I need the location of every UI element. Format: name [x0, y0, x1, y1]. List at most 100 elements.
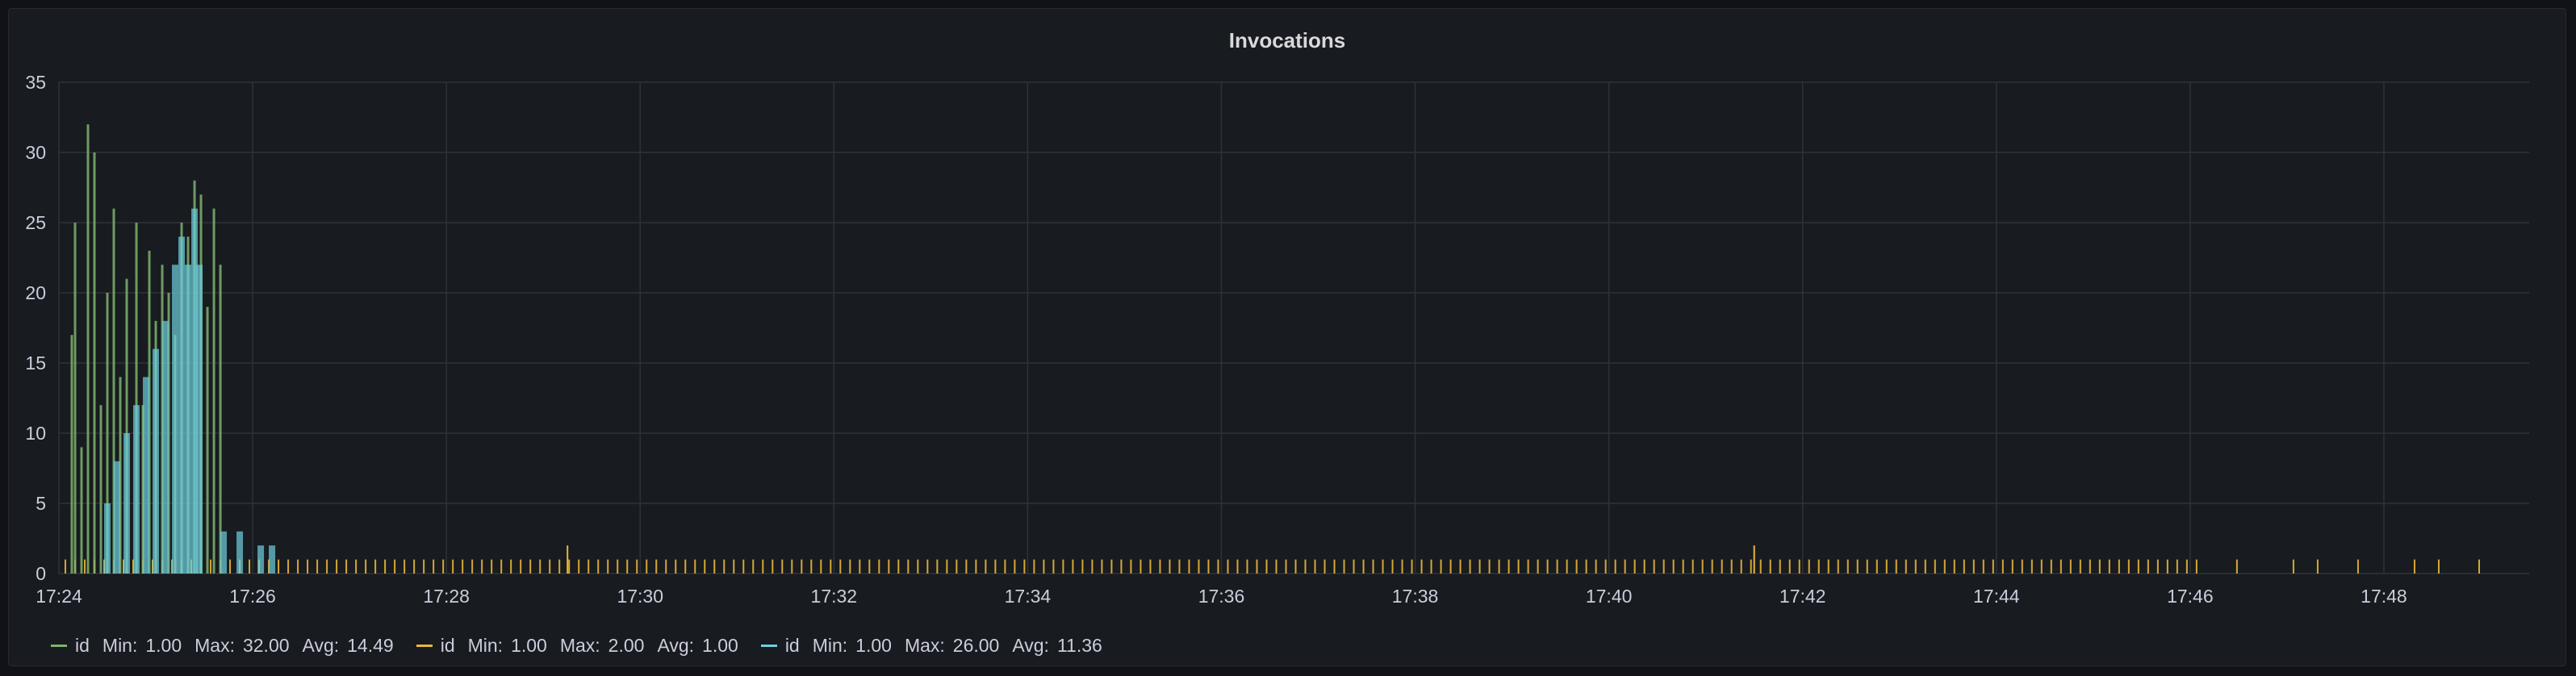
bar-blue — [172, 265, 179, 574]
bar-yellow — [1711, 559, 1713, 574]
bar-yellow — [2021, 559, 2023, 574]
series-yellow-bars — [65, 545, 2480, 574]
legend-item-2[interactable]: id Min: 1.00 Max: 2.00 Avg: 1.00 — [416, 635, 738, 657]
bar-blue — [185, 265, 192, 574]
bar-green — [125, 278, 128, 574]
bar-blue — [104, 503, 111, 574]
legend-swatch-1 — [51, 645, 67, 647]
bar-blue — [123, 433, 131, 574]
bar-yellow — [2050, 559, 2052, 574]
bar-yellow — [549, 559, 551, 574]
bar-yellow — [1721, 559, 1723, 574]
bar-yellow — [1333, 559, 1336, 574]
bar-yellow — [2011, 559, 2014, 574]
bar-yellow — [1256, 559, 1258, 574]
invocations-chart: 0 5 10 15 20 25 30 35 17:24 17:26 17:28 17:30 17:32… — [25, 72, 2529, 607]
bar-yellow — [665, 559, 667, 574]
y-tick-label-20: 20 — [25, 282, 46, 303]
bar-yellow — [926, 559, 929, 574]
bar-yellow — [1517, 559, 1520, 574]
bar-yellow — [520, 559, 522, 574]
bar-yellow — [558, 559, 561, 574]
x-tick-label-17:34: 17:34 — [1005, 586, 1052, 607]
bar-yellow — [1885, 559, 1888, 574]
bar-yellow — [752, 559, 755, 574]
bar-yellow — [733, 559, 735, 574]
x-tick-label-17:38: 17:38 — [1392, 586, 1439, 607]
bar-yellow — [2040, 559, 2043, 574]
bar-yellow — [839, 559, 842, 574]
x-tick-label-17:30: 17:30 — [617, 586, 663, 607]
bar-yellow — [1372, 559, 1374, 574]
bar-yellow — [568, 559, 571, 574]
legend-name-3: id — [784, 635, 800, 656]
bar-yellow — [1653, 559, 1655, 574]
bar-yellow — [84, 559, 86, 574]
bar-yellow — [413, 559, 416, 574]
bar-green — [148, 250, 151, 574]
x-tick-label-17:48: 17:48 — [2361, 586, 2407, 607]
bar-yellow — [888, 559, 890, 574]
bar-yellow — [2478, 559, 2480, 574]
x-axis-ticks: 17:24 17:26 17:28 17:30 17:32 17:34 17:36 17:38… — [36, 586, 2407, 607]
bar-yellow-spike — [1753, 545, 1755, 574]
bar-yellow — [326, 559, 328, 574]
bar-yellow — [500, 559, 503, 574]
bar-yellow — [868, 559, 871, 574]
legend-avg-3: 11.36 — [1056, 635, 1102, 656]
bar-yellow — [1062, 559, 1064, 574]
bar-yellow — [1895, 559, 1897, 574]
bar-green — [212, 208, 215, 574]
bar-blue — [220, 531, 228, 574]
bar-yellow — [442, 559, 445, 574]
bar-yellow — [1120, 559, 1123, 574]
bar-yellow — [1575, 559, 1578, 574]
bar-yellow — [1052, 559, 1055, 574]
legend-max-label-1: Max: — [194, 635, 235, 656]
bar-blue — [196, 265, 203, 574]
x-tick-label-17:46: 17:46 — [2167, 586, 2214, 607]
bar-yellow — [859, 559, 861, 574]
bar-yellow — [781, 559, 784, 574]
bar-yellow — [1091, 559, 1094, 574]
bar-blue — [133, 405, 140, 574]
bar-yellow — [878, 559, 880, 574]
bar-yellow — [607, 559, 609, 574]
legend-item-3[interactable]: id Min: 1.00 Max: 26.00 Avg: 11.36 — [760, 635, 1102, 657]
bar-green — [219, 265, 222, 574]
bar-yellow — [2030, 559, 2033, 574]
bar-yellow — [1275, 559, 1278, 574]
bar-yellow — [1178, 559, 1181, 574]
bar-yellow — [1304, 559, 1307, 574]
bar-yellow — [1449, 559, 1452, 574]
bar-yellow — [1604, 559, 1607, 574]
bar-yellow — [471, 559, 474, 574]
legend-avg-2: 1.00 — [702, 635, 738, 656]
bar-yellow — [365, 559, 367, 574]
legend-max-1: 32.00 — [242, 635, 290, 656]
legend-min-label-1: Min: — [102, 635, 138, 656]
bar-yellow — [171, 559, 174, 574]
bar-yellow — [801, 559, 803, 574]
bar-yellow — [190, 559, 193, 574]
bar-yellow — [2316, 559, 2319, 574]
legend-name-1: id — [75, 635, 90, 656]
bar-yellow — [1072, 559, 1074, 574]
legend-item-1[interactable]: id Min: 1.00 Max: 32.00 Avg: 14.49 — [51, 635, 394, 657]
bar-green — [93, 152, 96, 574]
bar-blue — [114, 461, 121, 574]
bar-yellow — [1972, 559, 1975, 574]
bar-yellow — [1527, 559, 1529, 574]
bar-yellow — [975, 559, 977, 574]
bar-yellow — [529, 559, 532, 574]
bar-yellow — [2156, 559, 2159, 574]
bar-yellow — [404, 559, 406, 574]
bar-yellow — [2089, 559, 2091, 574]
bar-green — [135, 223, 138, 574]
bar-yellow — [1362, 559, 1365, 574]
legend-min-2: 1.00 — [511, 635, 547, 656]
bar-yellow — [374, 559, 377, 574]
bar-yellow — [1498, 559, 1500, 574]
y-axis-ticks: 0 5 10 15 20 25 30 35 — [25, 72, 46, 584]
legend-min-3: 1.00 — [855, 635, 892, 656]
